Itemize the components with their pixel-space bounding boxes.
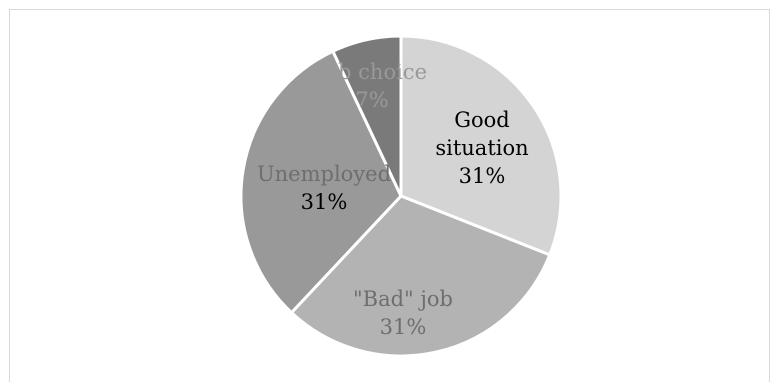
slice-category-label: Job choice <box>315 60 427 84</box>
pie-slice-unemployed <box>239 49 403 315</box>
slice-category-label: Unemployed <box>257 162 391 186</box>
slice-value-label: 31% <box>380 315 427 339</box>
slice-value-label: 31% <box>301 190 348 214</box>
pie-slice-job-choice <box>331 34 403 198</box>
pie-slice-good-situation <box>399 34 563 257</box>
pie-slice-bad-job <box>289 194 552 358</box>
slice-category-label: situation <box>435 136 528 160</box>
slice-value-label: 7% <box>355 88 388 112</box>
slice-value-label: 31% <box>459 164 506 188</box>
slice-category-label: Good <box>454 108 510 132</box>
slice-category-label: "Bad" job <box>353 287 453 311</box>
pie-labels: Good situation 31% "Bad" job 31% Unemployed 31… <box>257 60 529 339</box>
pie-slices <box>239 34 563 358</box>
